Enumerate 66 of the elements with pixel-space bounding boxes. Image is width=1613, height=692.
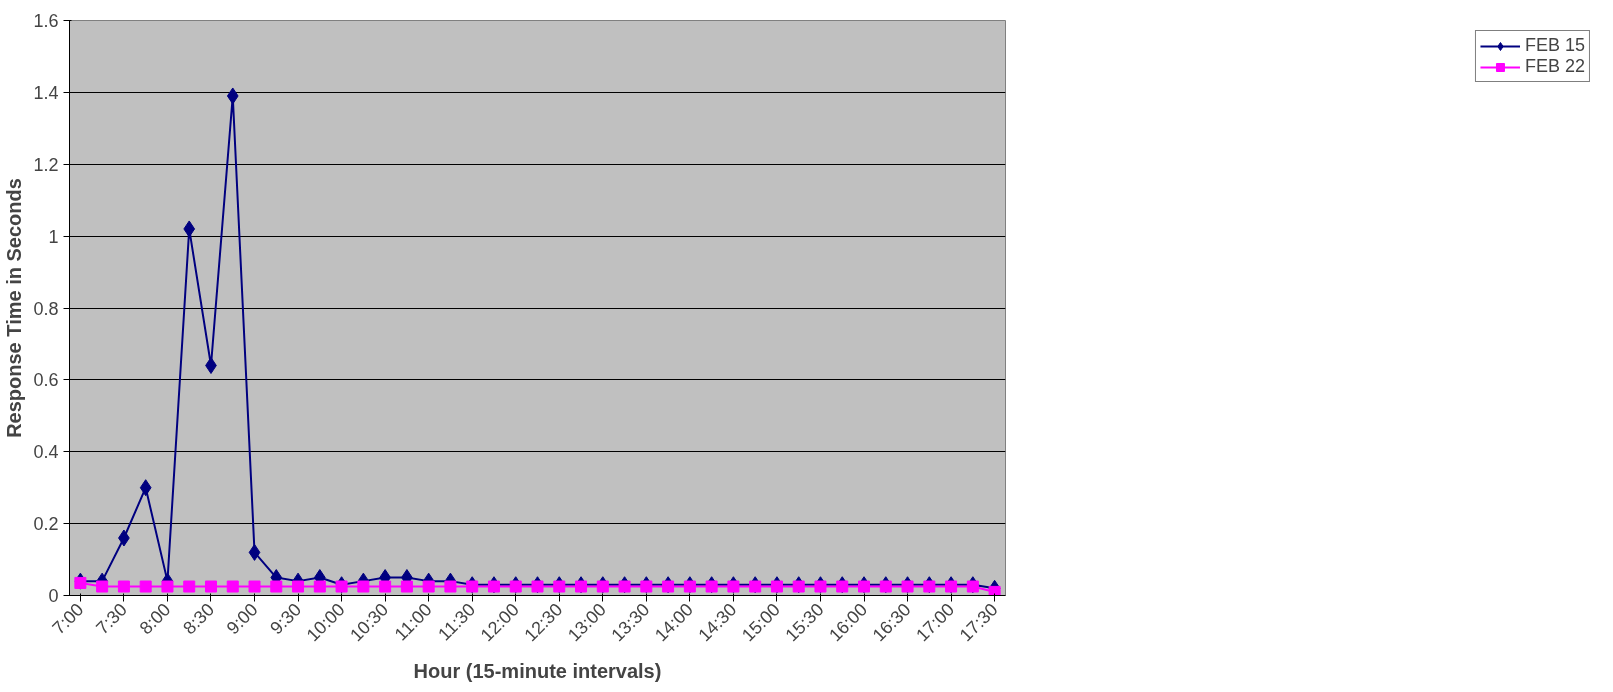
point [205, 357, 217, 374]
point [248, 580, 261, 593]
point [988, 585, 1001, 596]
point [357, 580, 370, 593]
point [705, 580, 718, 593]
point [487, 580, 500, 593]
point [379, 580, 392, 593]
y-tick-label: 1.2 [33, 154, 59, 175]
x-tick-label: 7:30 [92, 599, 131, 639]
point [618, 580, 631, 593]
point [226, 87, 239, 105]
y-tick-label: 0.4 [33, 442, 59, 463]
point [575, 580, 588, 593]
point [96, 580, 109, 593]
point [400, 580, 413, 593]
y-tick-label: 0.6 [33, 370, 59, 391]
legend-label: FEB 22 [1524, 56, 1585, 77]
y-tick-label: 0.8 [33, 298, 59, 319]
x-axis-title: Hour (15-minute intervals) [413, 660, 662, 683]
y-tick-label: 1 [48, 226, 59, 247]
point [836, 580, 849, 593]
point [814, 580, 827, 593]
y-tick-label: 1.4 [33, 82, 59, 103]
point [139, 580, 152, 593]
point [727, 580, 740, 593]
point [183, 220, 196, 238]
point [292, 580, 305, 593]
y-tick-label: 1.6 [33, 11, 59, 31]
point [901, 580, 914, 593]
legend-label: FEB 15 [1524, 35, 1585, 56]
point [683, 580, 696, 593]
point [466, 580, 479, 593]
x-tick-label: 8:30 [179, 599, 219, 639]
point [161, 580, 174, 593]
point [966, 580, 979, 593]
point [640, 580, 653, 593]
point [858, 580, 871, 593]
point [879, 580, 892, 593]
point [596, 580, 609, 593]
point [226, 580, 239, 593]
point [792, 580, 805, 593]
point [270, 580, 283, 593]
y-tick-label: 0 [48, 586, 59, 606]
point [923, 580, 936, 593]
y-axis-title: Response Time in Seconds [3, 178, 26, 438]
point [74, 576, 87, 589]
point [248, 543, 261, 561]
point [945, 580, 958, 593]
point [662, 580, 675, 593]
point [422, 580, 435, 593]
point [531, 580, 544, 593]
x-tick-label: 8:00 [135, 599, 175, 639]
x-tick-label: 9:30 [266, 599, 306, 639]
point [117, 580, 130, 593]
point [444, 580, 457, 593]
point [749, 580, 762, 593]
point [313, 580, 326, 593]
point [335, 580, 348, 593]
point [770, 580, 783, 593]
x-tick-label: 9:00 [222, 599, 262, 639]
point [183, 580, 196, 593]
point [204, 580, 217, 593]
point [509, 580, 522, 593]
y-tick-label: 0.2 [33, 514, 59, 535]
point [553, 580, 566, 593]
point [139, 479, 152, 497]
